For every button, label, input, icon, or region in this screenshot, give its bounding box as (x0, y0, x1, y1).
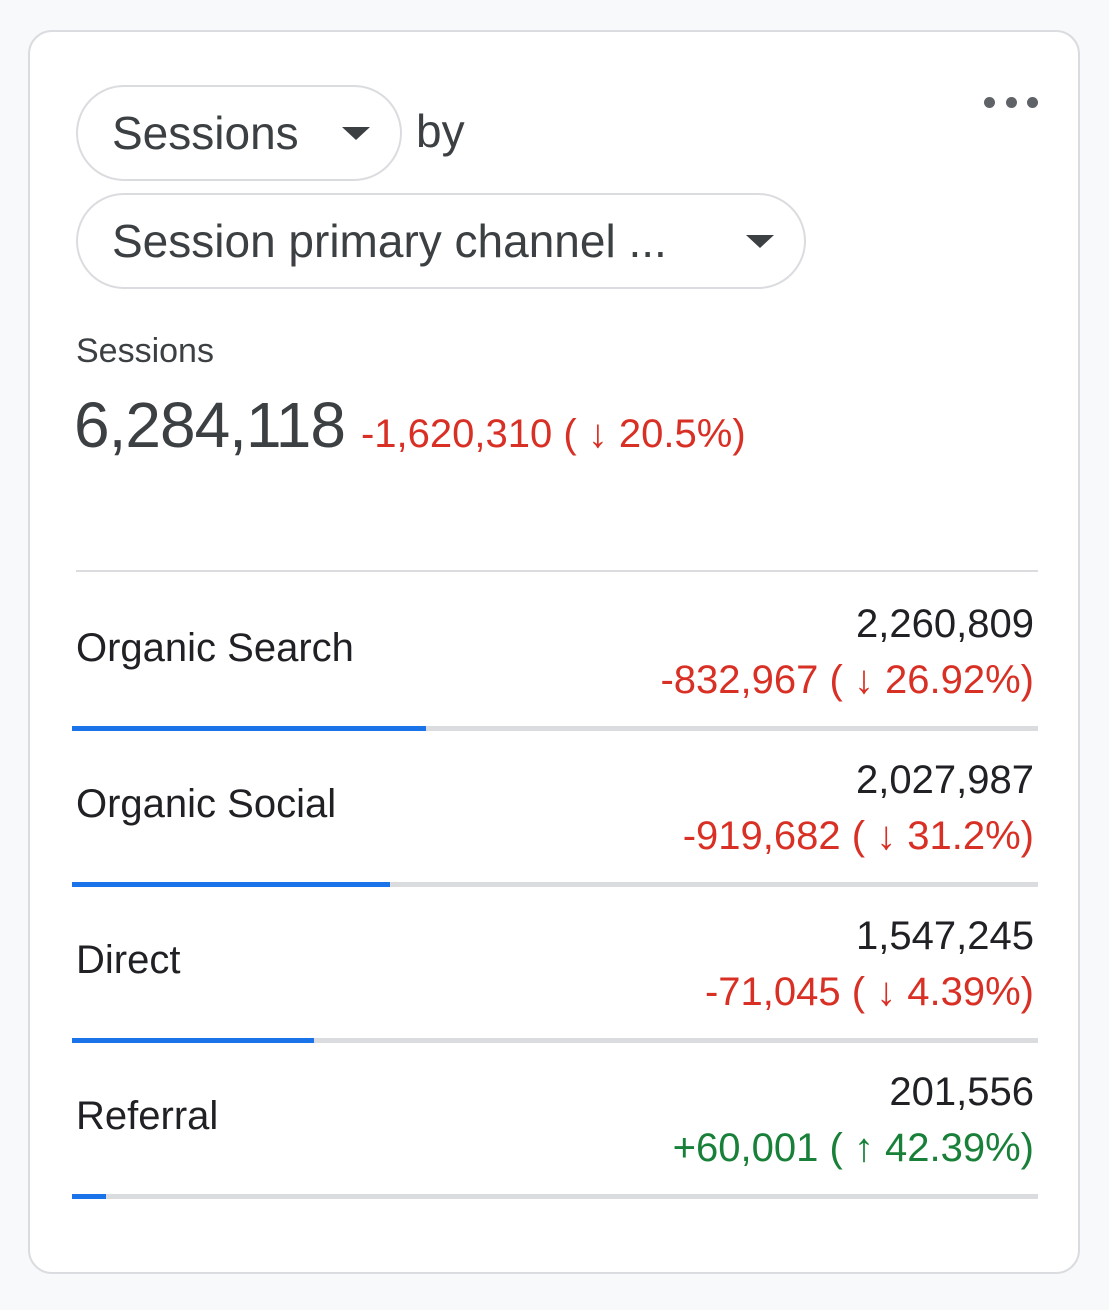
dot (1005, 96, 1017, 108)
total-value: 6,284,118 (74, 389, 346, 461)
channel-row[interactable]: Organic Social 2,027,987 -919,682 ( ↓ 31… (30, 746, 1078, 902)
share-bar-track (72, 1038, 1038, 1043)
channel-name: Referral (76, 1094, 219, 1138)
share-bar-fill (72, 1038, 315, 1043)
metric-dropdown[interactable]: Sessions (76, 85, 402, 181)
channel-name: Organic Social (76, 782, 337, 826)
more-options-icon[interactable] (984, 90, 1038, 114)
caret-down-icon (746, 235, 774, 248)
divider (76, 570, 1038, 572)
by-label: by (416, 105, 465, 157)
dot (984, 96, 995, 108)
metric-dropdown-label: Sessions (112, 107, 299, 159)
share-bar-fill (72, 882, 390, 887)
channel-value: 1,547,245 (856, 914, 1034, 958)
channel-value: 201,556 (889, 1070, 1034, 1114)
caret-down-icon (342, 127, 370, 140)
channel-value: 2,260,809 (856, 602, 1034, 646)
dot (1027, 96, 1038, 108)
channel-delta: -71,045 ( ↓ 4.39%) (704, 970, 1034, 1014)
share-bar-track (72, 1194, 1038, 1199)
share-bar-fill (72, 1194, 106, 1199)
share-bar-track (72, 726, 1038, 731)
channel-name: Direct (76, 938, 181, 982)
share-bar-fill (72, 726, 426, 731)
channel-row[interactable]: Direct 1,547,245 -71,045 ( ↓ 4.39%) (30, 902, 1078, 1058)
channel-delta: -919,682 ( ↓ 31.2%) (682, 814, 1034, 858)
channel-value: 2,027,987 (856, 758, 1034, 802)
share-bar-track (72, 882, 1038, 887)
total-delta: -1,620,310 ( ↓ 20.5%) (360, 412, 746, 456)
total-row: 6,284,118 -1,620,310 ( ↓ 20.5%) (74, 388, 746, 462)
total-label: Sessions (76, 332, 214, 370)
channel-delta: -832,967 ( ↓ 26.92%) (660, 658, 1034, 702)
channel-row[interactable]: Referral 201,556 +60,001 ( ↑ 42.39%) (30, 1058, 1078, 1214)
channel-name: Organic Search (76, 626, 354, 670)
sessions-card: Sessions by Session primary channel ... … (28, 30, 1080, 1274)
dimension-dropdown-label: Session primary channel ... (112, 215, 667, 267)
channel-row[interactable]: Organic Search 2,260,809 -832,967 ( ↓ 26… (30, 590, 1078, 746)
channel-delta: +60,001 ( ↑ 42.39%) (672, 1126, 1034, 1170)
dimension-dropdown[interactable]: Session primary channel ... (76, 193, 806, 289)
